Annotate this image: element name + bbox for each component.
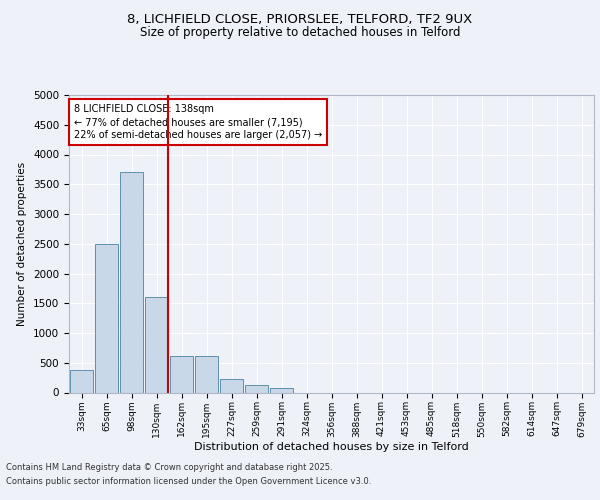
Y-axis label: Number of detached properties: Number of detached properties [17,162,28,326]
Bar [220,379,243,392]
Bar [70,370,93,392]
Bar [195,356,218,393]
Text: 8, LICHFIELD CLOSE, PRIORSLEE, TELFORD, TF2 9UX: 8, LICHFIELD CLOSE, PRIORSLEE, TELFORD, … [127,12,473,26]
Text: Contains HM Land Registry data © Crown copyright and database right 2025.: Contains HM Land Registry data © Crown c… [6,464,332,472]
Text: 8 LICHFIELD CLOSE: 138sqm
← 77% of detached houses are smaller (7,195)
22% of se: 8 LICHFIELD CLOSE: 138sqm ← 77% of detac… [74,104,323,141]
Bar [170,356,193,393]
Text: Size of property relative to detached houses in Telford: Size of property relative to detached ho… [140,26,460,39]
Bar [245,385,268,392]
Text: Contains public sector information licensed under the Open Government Licence v3: Contains public sector information licen… [6,477,371,486]
Bar [120,172,143,392]
Bar [145,298,168,392]
Bar [270,388,293,392]
X-axis label: Distribution of detached houses by size in Telford: Distribution of detached houses by size … [194,442,469,452]
Bar [95,244,118,392]
